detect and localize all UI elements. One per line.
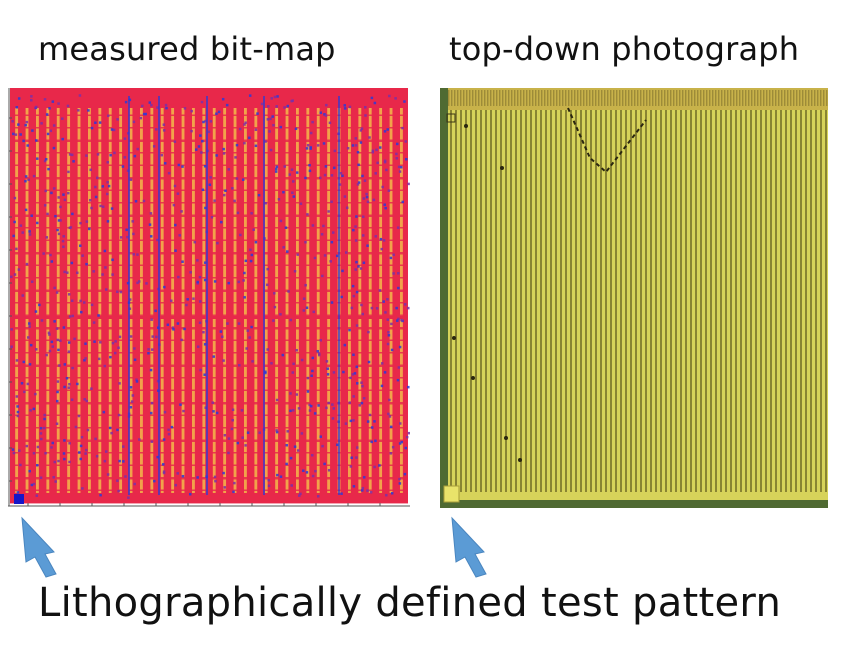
bitmap-graphic [8, 88, 410, 507]
photo-title: top-down photograph [449, 30, 800, 68]
photo-graphic [440, 88, 828, 508]
pointer-arrow-icon [18, 512, 62, 578]
bitmap-title: measured bit-map [38, 30, 336, 68]
caption-text: Lithographically defined test pattern [38, 580, 782, 626]
pointer-arrow-icon [448, 512, 492, 578]
top-down-photograph-image [440, 88, 828, 508]
measured-bitmap-image [8, 88, 410, 508]
